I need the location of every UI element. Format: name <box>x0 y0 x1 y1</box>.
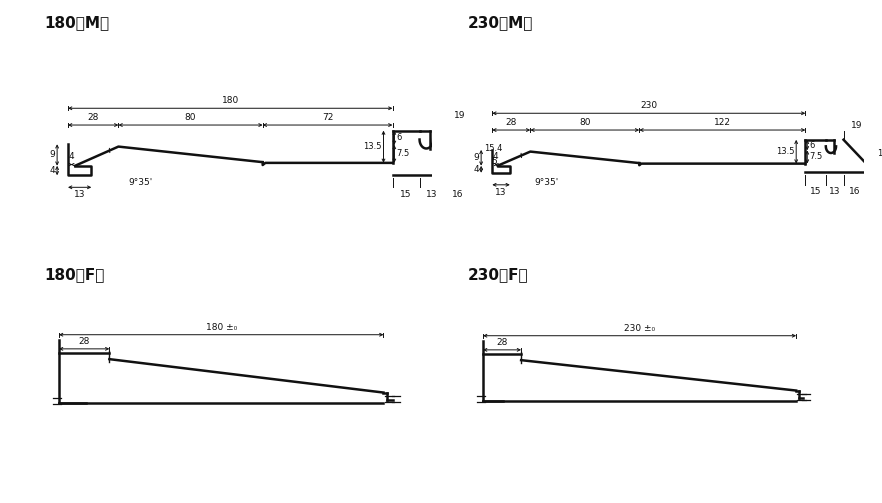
Text: 13.5: 13.5 <box>776 147 795 156</box>
Text: 230幅F型: 230幅F型 <box>468 268 529 283</box>
Text: 13.5: 13.5 <box>363 142 382 151</box>
Text: 6: 6 <box>396 133 401 142</box>
Text: 28: 28 <box>87 113 99 122</box>
Text: 7.5: 7.5 <box>809 152 822 161</box>
Text: 4: 4 <box>49 166 56 175</box>
Text: 9: 9 <box>49 150 56 159</box>
Text: 230幅M型: 230幅M型 <box>468 15 534 30</box>
Text: 180幅F型: 180幅F型 <box>44 268 105 283</box>
Text: 80: 80 <box>579 118 591 127</box>
Text: 15: 15 <box>400 190 412 199</box>
Text: 13: 13 <box>425 190 437 199</box>
Text: 230 ±₀: 230 ±₀ <box>624 323 655 332</box>
Text: 4: 4 <box>69 152 74 161</box>
Text: 28: 28 <box>78 337 90 346</box>
Text: 80: 80 <box>185 113 197 122</box>
Text: 9°35': 9°35' <box>128 178 153 187</box>
Text: 122: 122 <box>714 118 731 127</box>
Text: 16: 16 <box>452 190 463 199</box>
Text: 180: 180 <box>221 97 239 106</box>
Text: 4: 4 <box>474 165 479 174</box>
Text: 13: 13 <box>74 190 86 199</box>
Text: 230: 230 <box>640 102 657 110</box>
Text: 9°35': 9°35' <box>534 178 559 187</box>
Text: 28: 28 <box>505 118 517 127</box>
Text: 72: 72 <box>322 113 333 122</box>
Text: 6: 6 <box>809 140 814 149</box>
Text: 7.5: 7.5 <box>396 149 409 158</box>
Text: 180幅M型: 180幅M型 <box>44 15 109 30</box>
Text: 4: 4 <box>492 152 497 161</box>
Text: 9: 9 <box>474 153 479 162</box>
Text: 19: 19 <box>454 112 466 121</box>
Text: 15: 15 <box>810 187 821 196</box>
Text: 15.4: 15.4 <box>877 149 882 158</box>
Text: 13: 13 <box>496 188 507 197</box>
Text: 5: 5 <box>490 157 497 166</box>
Text: 16: 16 <box>848 187 860 196</box>
Text: 13: 13 <box>829 187 841 196</box>
Text: 15.4: 15.4 <box>484 144 503 153</box>
Text: 28: 28 <box>497 338 508 347</box>
Text: 19: 19 <box>851 121 863 130</box>
Text: 180 ±₀: 180 ±₀ <box>206 322 237 331</box>
